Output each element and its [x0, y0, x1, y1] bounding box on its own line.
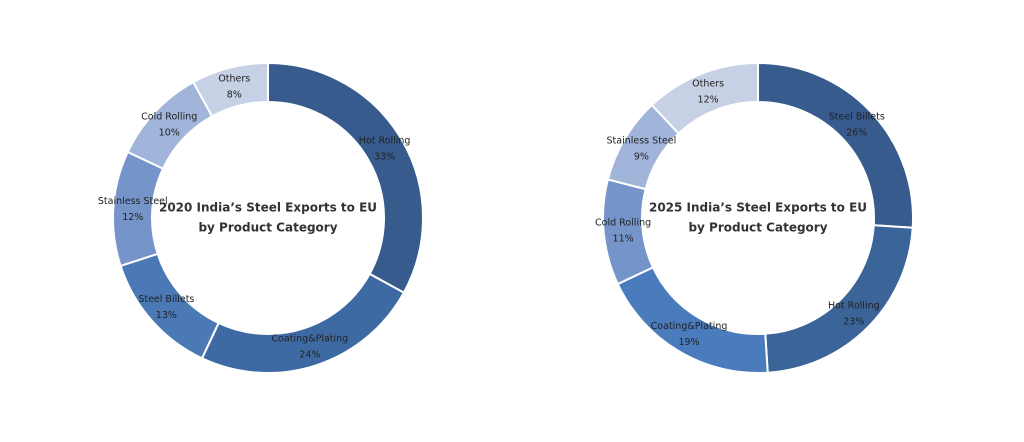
donut-segment: [191, 61, 269, 118]
segment-value-label: 10%: [159, 128, 180, 139]
chart-subtitle: by Product Category: [688, 221, 827, 235]
segment-value-label: 23%: [843, 316, 864, 327]
segment-value-label: 33%: [374, 152, 395, 163]
segment-label: Stainless Steel: [98, 196, 168, 207]
segment-label: Cold Rolling: [595, 217, 651, 228]
segment-label: Stainless Steel: [607, 136, 677, 147]
segment-value-label: 12%: [698, 95, 719, 106]
donut-segment: [764, 224, 914, 374]
segment-label: Others: [692, 79, 724, 90]
segment-label: Steel Billets: [138, 294, 194, 305]
segment-value-label: 12%: [122, 212, 143, 223]
chart-title: 2025 India’s Steel Exports to EU: [649, 201, 867, 215]
donut-segment: [602, 178, 655, 286]
segment-value-label: 11%: [613, 233, 634, 244]
segment-label: Cold Rolling: [141, 112, 197, 123]
segment-value-label: 24%: [299, 349, 320, 360]
donut-segment: [267, 61, 424, 295]
segment-value-label: 19%: [678, 337, 699, 348]
segment-label: Hot Rolling: [359, 136, 411, 147]
segment-value-label: 9%: [634, 152, 649, 163]
donut-segment: [650, 61, 759, 135]
segment-label: Steel Billets: [829, 112, 885, 123]
segment-label: Hot Rolling: [828, 300, 880, 311]
chart-title: 2020 India’s Steel Exports to EU: [159, 201, 377, 215]
segment-label: Coating&Plating: [272, 333, 349, 344]
segment-label: Coating&Plating: [651, 321, 728, 332]
donut-segment: [119, 252, 220, 360]
segment-label: Others: [218, 73, 250, 84]
segment-value-label: 26%: [846, 128, 867, 139]
segment-value-label: 8%: [227, 89, 242, 100]
donut-segment: [112, 150, 165, 268]
segment-value-label: 13%: [156, 310, 177, 321]
chart-subtitle: by Product Category: [198, 221, 337, 235]
